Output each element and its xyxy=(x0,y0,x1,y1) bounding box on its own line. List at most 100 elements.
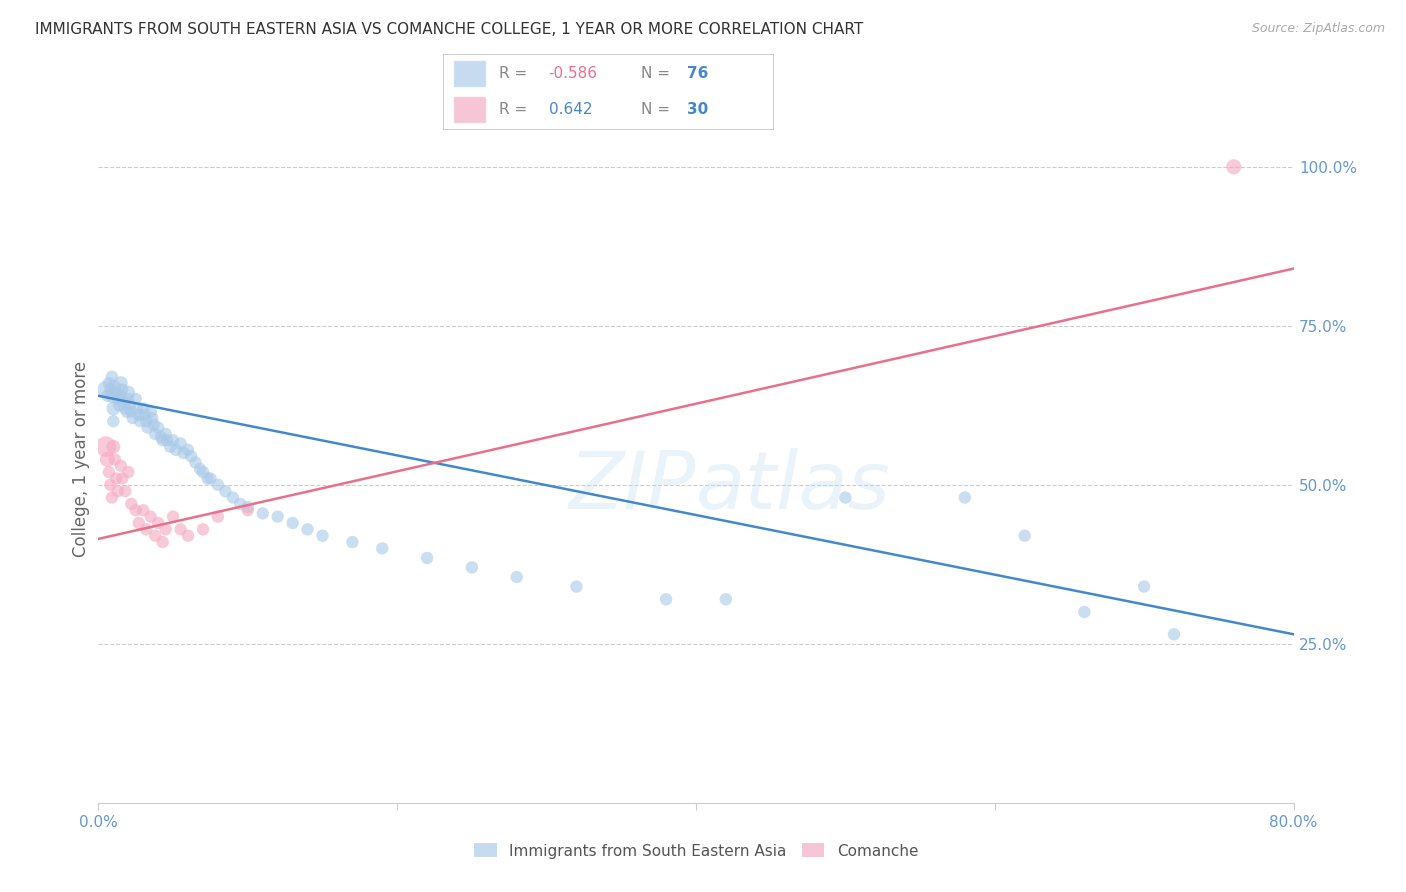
Point xyxy=(229,497,252,511)
Point xyxy=(267,509,290,524)
Point xyxy=(461,560,484,574)
Point xyxy=(162,509,184,524)
Point xyxy=(152,535,174,549)
Point xyxy=(112,395,135,409)
Point xyxy=(135,414,157,428)
Text: N =: N = xyxy=(641,102,675,117)
Point xyxy=(565,580,588,594)
Point xyxy=(125,392,148,406)
Point xyxy=(342,535,364,549)
Point xyxy=(107,392,129,406)
Point xyxy=(128,408,150,422)
Text: 30: 30 xyxy=(688,102,709,117)
Point xyxy=(105,471,128,485)
Text: R =: R = xyxy=(499,66,533,81)
Point xyxy=(103,389,125,403)
Point xyxy=(1223,160,1246,174)
Point xyxy=(103,401,125,416)
Point xyxy=(142,417,165,432)
Point xyxy=(127,401,149,416)
Point xyxy=(169,436,191,450)
Point xyxy=(120,497,142,511)
Point xyxy=(1163,627,1185,641)
Point xyxy=(135,522,157,536)
Point xyxy=(173,446,195,460)
Point xyxy=(110,376,132,390)
Point xyxy=(118,398,141,412)
Y-axis label: College, 1 year or more: College, 1 year or more xyxy=(72,361,90,558)
Point xyxy=(117,392,139,406)
Point xyxy=(156,434,179,448)
Point xyxy=(139,405,162,419)
Point xyxy=(132,401,155,416)
Point xyxy=(121,411,143,425)
Point xyxy=(197,471,219,485)
Point xyxy=(96,452,118,467)
Point xyxy=(188,462,211,476)
Point xyxy=(143,426,166,441)
Point xyxy=(207,509,229,524)
Text: ZIP: ZIP xyxy=(568,448,696,526)
Point xyxy=(953,491,976,505)
Point xyxy=(371,541,394,556)
Point xyxy=(311,529,333,543)
Point xyxy=(96,389,118,403)
Point xyxy=(169,522,191,536)
Point xyxy=(107,484,129,499)
Point xyxy=(103,414,125,428)
Point xyxy=(1073,605,1095,619)
Point xyxy=(141,411,163,425)
Point xyxy=(104,452,127,467)
Text: N =: N = xyxy=(641,66,675,81)
Point xyxy=(150,430,173,444)
Point xyxy=(165,442,187,457)
Point xyxy=(132,503,155,517)
Point xyxy=(191,522,214,536)
Point xyxy=(184,456,207,470)
Point xyxy=(105,385,128,400)
Legend: Immigrants from South Eastern Asia, Comanche: Immigrants from South Eastern Asia, Coma… xyxy=(468,838,924,864)
Point xyxy=(114,484,136,499)
Text: -0.586: -0.586 xyxy=(548,66,598,81)
Point xyxy=(111,471,134,485)
Point xyxy=(222,491,245,505)
Point xyxy=(236,500,259,514)
Point xyxy=(200,471,222,485)
Point xyxy=(129,414,152,428)
Point xyxy=(159,440,181,454)
Point xyxy=(177,442,200,457)
Point xyxy=(125,503,148,517)
Point xyxy=(103,440,125,454)
Point xyxy=(252,507,274,521)
Point xyxy=(104,379,127,393)
Point xyxy=(214,484,236,499)
Point xyxy=(148,516,170,530)
Point xyxy=(162,434,184,448)
Point xyxy=(148,420,170,434)
Point xyxy=(655,592,678,607)
Text: Source: ZipAtlas.com: Source: ZipAtlas.com xyxy=(1251,22,1385,36)
Point xyxy=(297,522,319,536)
Text: IMMIGRANTS FROM SOUTH EASTERN ASIA VS COMANCHE COLLEGE, 1 YEAR OR MORE CORRELATI: IMMIGRANTS FROM SOUTH EASTERN ASIA VS CO… xyxy=(35,22,863,37)
Point xyxy=(714,592,737,607)
Point xyxy=(94,440,117,454)
Point xyxy=(236,503,259,517)
Text: atlas: atlas xyxy=(696,448,891,526)
FancyBboxPatch shape xyxy=(453,96,486,123)
Point xyxy=(1014,529,1036,543)
Point xyxy=(1133,580,1156,594)
Point xyxy=(120,405,142,419)
Point xyxy=(114,401,136,416)
Point xyxy=(155,522,177,536)
Point xyxy=(97,376,120,390)
Text: R =: R = xyxy=(499,102,537,117)
Point xyxy=(117,385,139,400)
Point xyxy=(128,516,150,530)
Point xyxy=(177,529,200,543)
Point xyxy=(191,465,214,479)
FancyBboxPatch shape xyxy=(453,60,486,87)
Point xyxy=(152,434,174,448)
Point xyxy=(115,405,138,419)
Point xyxy=(155,426,177,441)
Point xyxy=(101,491,124,505)
